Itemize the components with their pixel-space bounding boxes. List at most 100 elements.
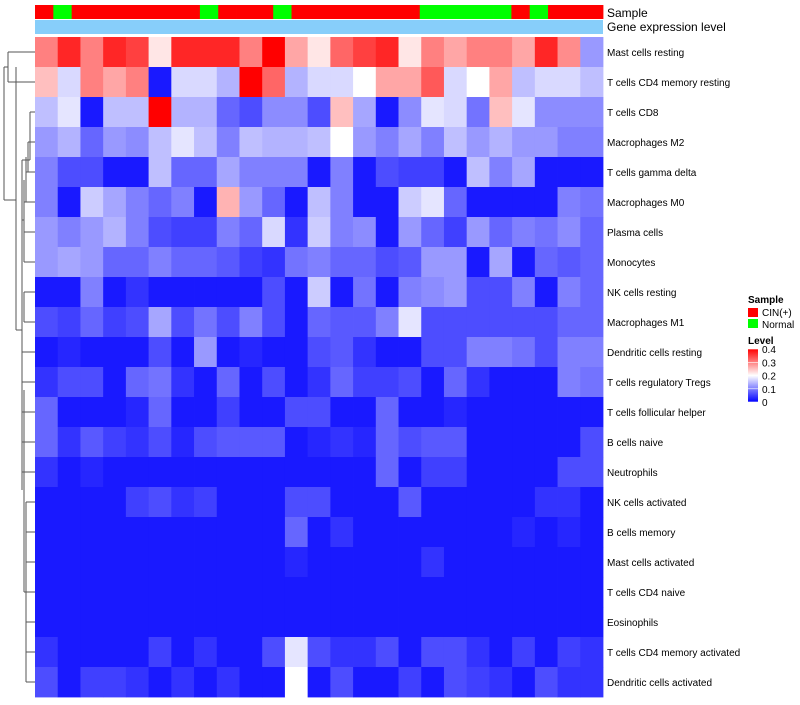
heatmap-cell xyxy=(103,127,127,158)
heatmap-cell xyxy=(80,547,104,578)
dendrogram-branch xyxy=(22,142,29,262)
heatmap-cell xyxy=(239,337,263,368)
heatmap-cell xyxy=(353,367,377,398)
row-label: T cells CD8 xyxy=(607,108,659,119)
heatmap-cell xyxy=(307,607,331,638)
heatmap-cell xyxy=(489,97,513,128)
sample-track-cell xyxy=(456,5,476,19)
heatmap-cell xyxy=(239,67,263,98)
heatmap-cell xyxy=(557,517,581,548)
row-label: Macrophages M2 xyxy=(607,138,685,149)
heatmap-cell xyxy=(398,547,422,578)
heatmap-cell xyxy=(307,97,331,128)
heatmap-cell xyxy=(125,67,149,98)
heatmap-cell xyxy=(262,127,286,158)
heatmap-cell xyxy=(307,307,331,338)
heatmap-cell xyxy=(557,307,581,338)
sample-track-cell xyxy=(511,5,531,19)
heatmap-cell xyxy=(580,607,604,638)
sample-track-cell xyxy=(71,5,91,19)
heatmap-cell xyxy=(262,397,286,428)
heatmap-cell xyxy=(239,127,263,158)
heatmap-cell xyxy=(330,637,354,668)
heatmap-cell xyxy=(284,667,309,698)
heatmap-cell xyxy=(330,37,354,68)
row-label: Macrophages M0 xyxy=(607,198,685,209)
heatmap-cell xyxy=(330,487,354,518)
heatmap-cell xyxy=(284,397,309,428)
heatmap-cell xyxy=(80,367,104,398)
heatmap-cell xyxy=(489,187,513,218)
heatmap-cell xyxy=(307,577,331,608)
heatmap-cell xyxy=(489,217,513,248)
heatmap-cell xyxy=(239,157,263,188)
heatmap-cell xyxy=(80,67,104,98)
heatmap-cell xyxy=(534,307,558,338)
row-dendrogram xyxy=(3,51,35,683)
heatmap-cell xyxy=(216,337,240,368)
heatmap-cell xyxy=(284,487,309,518)
heatmap-cell xyxy=(489,307,513,338)
heatmap-cell xyxy=(171,277,195,308)
heatmap-cell xyxy=(375,247,399,278)
heatmap-cell xyxy=(421,637,445,668)
heatmap-cell xyxy=(35,487,59,518)
sample-track-cell xyxy=(346,5,366,19)
heatmap-cell xyxy=(421,457,445,488)
heatmap-cell xyxy=(80,217,104,248)
sample-track-cell xyxy=(383,5,402,19)
heatmap-cell xyxy=(307,67,331,98)
heatmap-cell xyxy=(557,397,581,428)
heatmap-cell xyxy=(512,367,536,398)
heatmap-cell xyxy=(216,127,240,158)
heatmap-cell xyxy=(35,277,59,308)
sample-track-cell xyxy=(493,5,512,19)
heatmap-cell xyxy=(489,637,513,668)
row-label: Dendritic cells resting xyxy=(607,348,702,359)
heatmap-cell xyxy=(262,547,286,578)
heatmap-cell xyxy=(443,487,468,518)
heatmap-cell xyxy=(262,607,286,638)
heatmap-cell xyxy=(125,307,149,338)
heatmap-cell xyxy=(125,427,149,458)
heatmap-cell xyxy=(216,397,240,428)
heatmap-cell xyxy=(35,337,59,368)
heatmap-cell xyxy=(466,307,490,338)
heatmap-cell xyxy=(284,157,309,188)
heatmap-cell xyxy=(80,247,104,278)
heatmap-cell xyxy=(103,67,127,98)
row-label: Plasma cells xyxy=(607,228,663,239)
heatmap-cell xyxy=(580,37,604,68)
row-labels: Mast cells resting T cells CD4 memory res… xyxy=(607,48,740,689)
heatmap-cell xyxy=(353,127,377,158)
heatmap-cell xyxy=(375,547,399,578)
heatmap-cell xyxy=(512,667,536,698)
heatmap-cell xyxy=(194,547,218,578)
heatmap-cell xyxy=(443,277,468,308)
heatmap-cell xyxy=(194,457,218,488)
heatmap-cell xyxy=(398,187,422,218)
heatmap-cell xyxy=(284,427,309,458)
heatmap-cell xyxy=(103,607,127,638)
heatmap-cell xyxy=(421,337,445,368)
heatmap-cell xyxy=(375,307,399,338)
gene-expression-bar xyxy=(35,20,603,34)
heatmap-cell xyxy=(375,187,399,218)
heatmap-cell xyxy=(125,457,149,488)
heatmap-cell xyxy=(534,457,558,488)
heatmap-cell xyxy=(35,667,59,698)
heatmap-cell xyxy=(512,487,536,518)
heatmap-cell xyxy=(466,67,490,98)
heatmap-cell xyxy=(148,187,172,218)
heatmap-cell xyxy=(148,397,172,428)
heatmap-cell xyxy=(353,67,377,98)
heatmap-cell xyxy=(443,97,468,128)
sample-track-label: Sample xyxy=(607,6,648,20)
level-tick-label: 0.4 xyxy=(762,345,776,356)
heatmap-cell xyxy=(57,307,81,338)
heatmap-cell xyxy=(307,397,331,428)
heatmap-cell xyxy=(557,427,581,458)
heatmap-cell xyxy=(103,37,127,68)
heatmap-cell xyxy=(103,97,127,128)
heatmap-cell xyxy=(375,577,399,608)
